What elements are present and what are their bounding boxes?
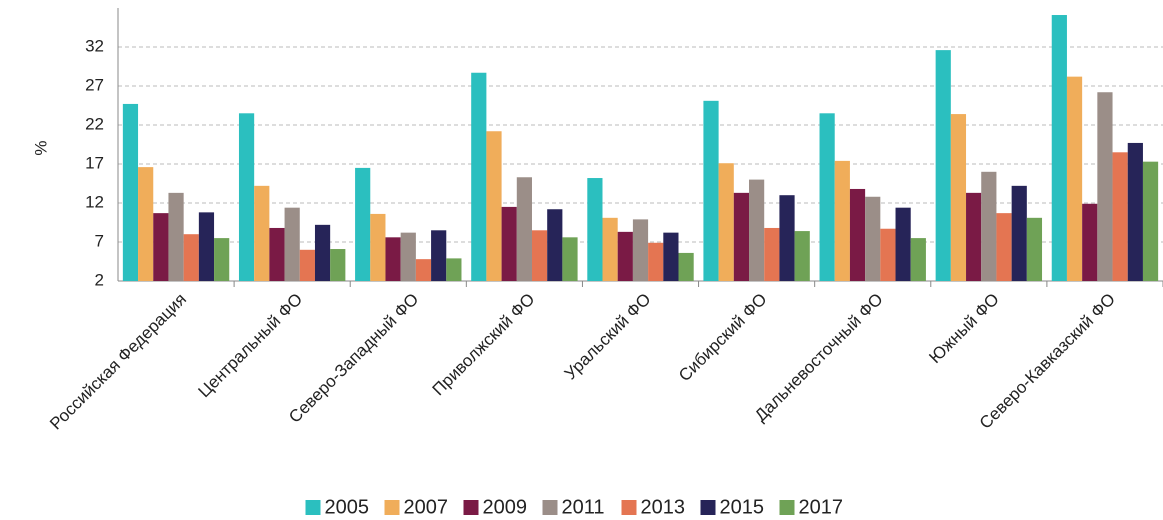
bar (834, 160, 850, 281)
bar (950, 114, 967, 281)
bar (678, 252, 694, 281)
bar (966, 192, 982, 281)
legend-swatch (305, 500, 321, 515)
legend-label: 2015 (720, 496, 765, 518)
bar (1142, 161, 1159, 281)
x-tick-label: Центральный ФО (195, 290, 307, 402)
bar (183, 234, 199, 281)
bar (648, 242, 664, 281)
x-tick-label: Уральский ФО (561, 290, 655, 384)
bar (632, 219, 649, 281)
bar (284, 207, 300, 281)
bar (415, 259, 432, 281)
bar (764, 227, 780, 281)
bar (779, 195, 795, 281)
bar (314, 224, 331, 281)
legend-swatch (700, 500, 716, 515)
bar (981, 171, 997, 281)
bar (794, 231, 810, 281)
y-tick-label: 2 (95, 270, 104, 289)
bar (471, 72, 487, 282)
x-tick-label: Дальневосточный ФО (751, 290, 887, 426)
bar (1011, 185, 1027, 281)
legend-swatch (779, 500, 795, 515)
bar (749, 179, 765, 281)
bar (819, 113, 835, 281)
bar (168, 192, 184, 281)
bar (663, 232, 679, 281)
bar (138, 167, 154, 281)
bar (849, 188, 866, 281)
bar (1127, 142, 1143, 281)
y-tick-label: 7 (95, 231, 104, 250)
bar (1066, 76, 1083, 281)
bar (718, 163, 734, 281)
y-tick-label: 12 (85, 192, 104, 211)
x-tick-label: Южный ФО (925, 290, 1002, 367)
bar (385, 237, 401, 281)
legend-label: 2007 (404, 496, 449, 518)
bar (214, 238, 230, 281)
y-tick-label: 27 (85, 75, 104, 94)
x-tick-label: Российская Федерация (46, 290, 190, 434)
bar (733, 192, 750, 281)
bar (1112, 152, 1128, 281)
bar (254, 185, 270, 281)
y-tick-label: 22 (85, 114, 104, 133)
x-tick-label: Сибирский ФО (675, 290, 771, 386)
y-axis-label: % (31, 140, 50, 155)
bar (1082, 203, 1098, 281)
bar (996, 213, 1012, 281)
legend-swatch (621, 500, 637, 515)
bar (501, 206, 517, 281)
legend-swatch (384, 500, 400, 515)
legend-label: 2011 (562, 496, 605, 518)
bar (910, 238, 926, 281)
bar (400, 232, 416, 281)
x-tick-label: Северо-Западный ФО (285, 290, 422, 427)
y-tick-label: 32 (85, 36, 104, 55)
bar (587, 178, 603, 281)
bar (516, 177, 532, 281)
legend-label: 2013 (641, 496, 686, 518)
bar (330, 249, 346, 281)
bar (486, 131, 502, 281)
bar (602, 217, 618, 281)
bar (198, 212, 215, 281)
legend-swatch (542, 500, 558, 515)
legend-label: 2005 (325, 496, 370, 518)
bar (446, 258, 462, 281)
legend-swatch (463, 500, 479, 515)
bar (895, 207, 911, 281)
bar (562, 237, 578, 281)
bar (547, 209, 563, 281)
legend-label: 2009 (483, 496, 528, 518)
x-tick-label: Приволжский ФО (429, 290, 539, 400)
bar (370, 213, 386, 281)
bar (269, 227, 285, 281)
bar (122, 103, 139, 281)
bar (935, 50, 951, 282)
x-tick-label: Северо-Кавказский ФО (976, 290, 1119, 433)
bar (865, 196, 881, 281)
bar (1051, 15, 1067, 282)
legend-label: 2017 (799, 496, 844, 518)
bar (431, 230, 447, 281)
bar (617, 231, 633, 281)
bar (1097, 92, 1113, 282)
y-tick-label: 17 (85, 153, 104, 172)
bar (880, 228, 896, 281)
bar (355, 167, 371, 281)
bar (1026, 217, 1043, 281)
bar (299, 249, 315, 281)
bar (153, 213, 169, 281)
bar (703, 100, 719, 281)
bar (531, 230, 548, 281)
bar (238, 113, 255, 281)
